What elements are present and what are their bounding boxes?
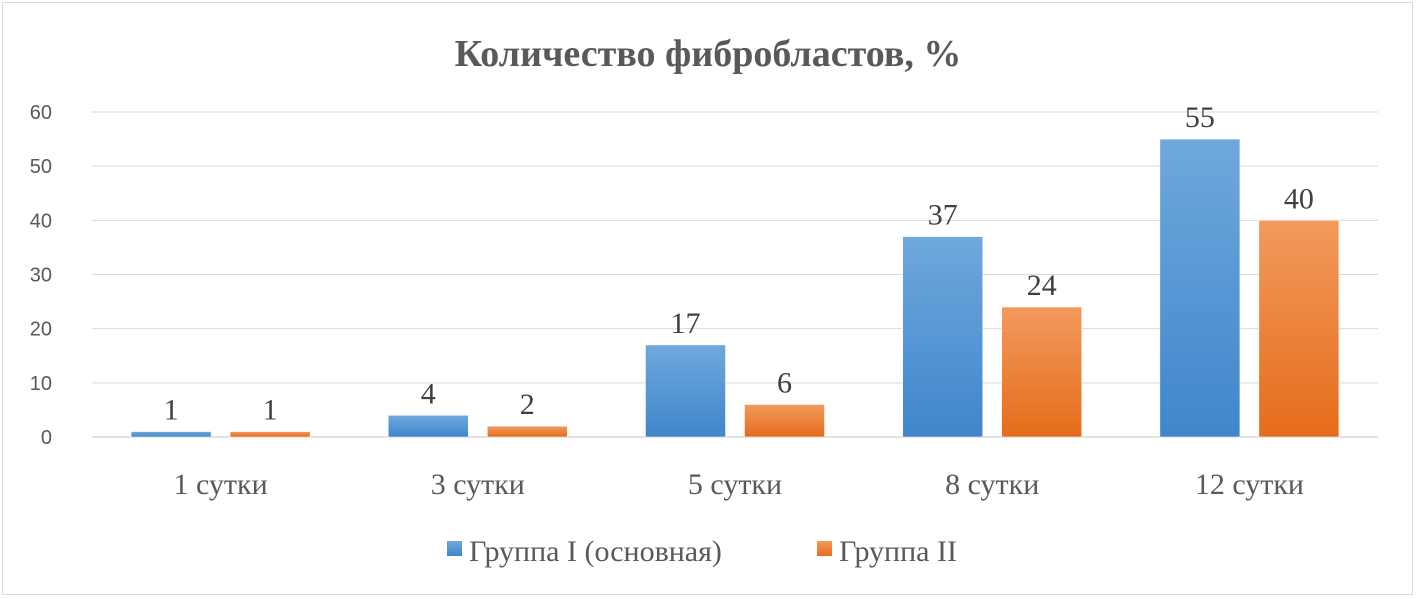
legend-swatch bbox=[447, 541, 462, 556]
bar-group-1 bbox=[1159, 138, 1241, 438]
bar-group-2 bbox=[1258, 220, 1340, 438]
x-tick-label: 3 сутки bbox=[431, 468, 525, 501]
bars bbox=[130, 138, 1340, 438]
y-tick-label: 40 bbox=[30, 210, 52, 232]
y-tick-label: 10 bbox=[30, 373, 52, 395]
x-tick-label: 12 сутки bbox=[1195, 468, 1304, 501]
y-tick-label: 0 bbox=[41, 427, 52, 449]
x-tick-label: 8 сутки bbox=[945, 468, 1039, 501]
y-tick-label: 30 bbox=[30, 265, 52, 287]
x-tick-label: 1 сутки bbox=[174, 468, 268, 501]
data-label: 37 bbox=[928, 199, 958, 232]
bar-group-2 bbox=[229, 431, 311, 438]
bar-group-2 bbox=[1001, 306, 1082, 438]
data-label: 55 bbox=[1185, 101, 1215, 134]
data-label: 4 bbox=[421, 377, 436, 410]
data-labels: 1 1 4 2 17 6 37 24 55 40 bbox=[164, 101, 1314, 427]
x-tick-label: 5 сутки bbox=[688, 468, 782, 501]
x-axis: 1 сутки 3 сутки 5 сутки 8 сутки 12 сутки bbox=[174, 468, 1304, 501]
y-tick-label: 20 bbox=[30, 319, 52, 341]
legend-label: Группа II bbox=[839, 535, 957, 568]
bar-group-1 bbox=[130, 431, 212, 438]
legend: Группа I (основная) Группа II bbox=[447, 535, 957, 568]
data-label: 24 bbox=[1027, 269, 1057, 302]
y-tick-label: 60 bbox=[30, 102, 52, 124]
y-tick-label: 50 bbox=[30, 156, 52, 178]
data-label: 17 bbox=[671, 307, 701, 340]
data-label: 40 bbox=[1284, 182, 1314, 215]
data-label: 1 bbox=[263, 394, 278, 427]
bar-group-1 bbox=[902, 236, 983, 438]
legend-swatch bbox=[817, 541, 832, 556]
bar-group-2 bbox=[487, 425, 568, 438]
bar-group-1 bbox=[645, 344, 726, 438]
legend-label: Группа I (основная) bbox=[469, 535, 722, 568]
bar-group-1 bbox=[388, 415, 469, 438]
data-label: 2 bbox=[520, 388, 535, 421]
data-label: 1 bbox=[164, 394, 179, 427]
chart-title: Количество фибробластов, % bbox=[455, 33, 962, 75]
bar-group-2 bbox=[744, 404, 825, 438]
data-label: 6 bbox=[777, 367, 792, 400]
